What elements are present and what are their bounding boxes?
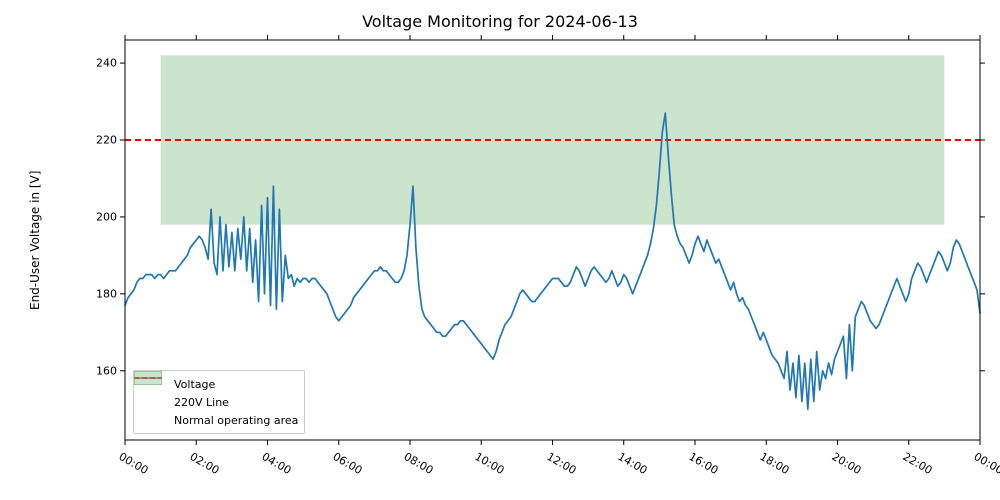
legend: Voltage 220V Line Normal operating area (133, 370, 305, 434)
y-tick-label: 220 (85, 134, 117, 147)
legend-item-voltage: Voltage (140, 375, 298, 393)
y-tick-label: 200 (85, 210, 117, 223)
legend-item-band: Normal operating area (140, 411, 298, 429)
y-tick-label: 180 (85, 287, 117, 300)
y-tick-label: 160 (85, 364, 117, 377)
legend-label: 220V Line (174, 396, 229, 409)
y-tick-label: 240 (85, 57, 117, 70)
chart-container: Voltage Monitoring for 2024-06-13 End-Us… (0, 0, 1000, 500)
legend-swatch-patch (140, 413, 168, 427)
legend-item-220v: 220V Line (140, 393, 298, 411)
legend-label: Normal operating area (174, 414, 298, 427)
legend-swatch-dashed (140, 395, 168, 409)
legend-label: Voltage (174, 378, 215, 391)
